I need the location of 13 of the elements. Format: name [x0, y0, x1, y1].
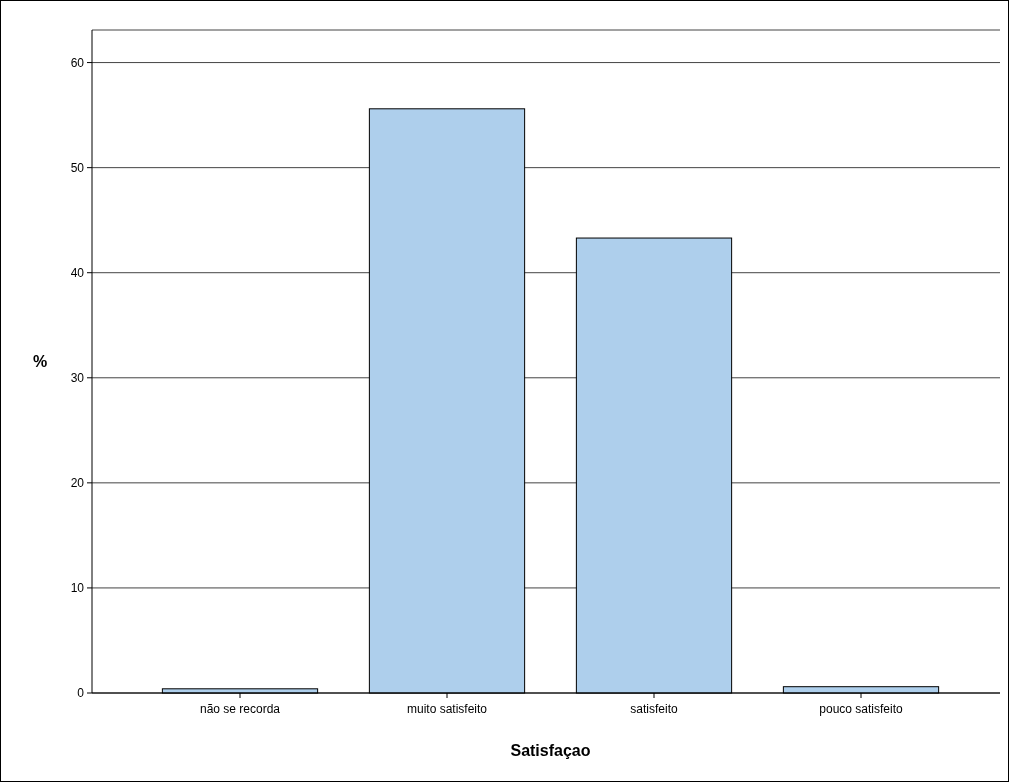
y-axis-title: % [32, 353, 48, 371]
x-tick-label: pouco satisfeito [819, 702, 904, 716]
y-tick-label: 0 [77, 686, 85, 701]
y-tick-label: 40 [70, 265, 85, 280]
x-tick-label: muito satisfeito [406, 702, 488, 716]
y-tick-label: 10 [70, 581, 85, 596]
x-axis-title: Satisfaçao [510, 742, 591, 759]
x-tick-label: não se recorda [199, 702, 281, 716]
y-tick-label: 60 [70, 55, 85, 70]
y-tick-label: 30 [70, 370, 85, 385]
x-tick-label: satisfeito [630, 702, 678, 716]
y-tick-label: 20 [70, 476, 85, 491]
y-tick-label: 50 [70, 160, 85, 175]
